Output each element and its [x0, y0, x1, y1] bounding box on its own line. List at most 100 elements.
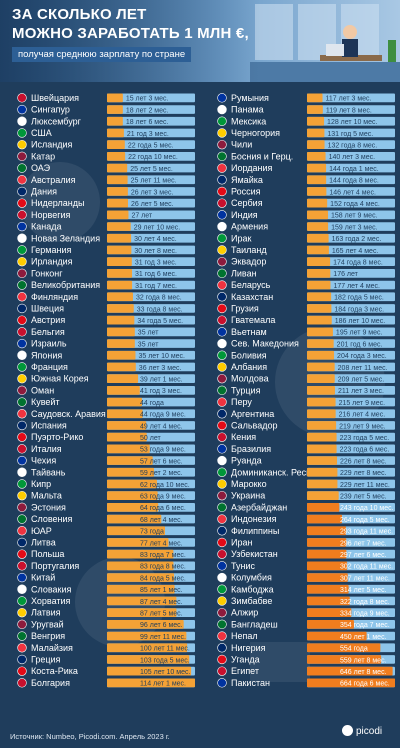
- value-label: 31 год 3 мес.: [135, 259, 177, 266]
- value-label: 26 лет 5 мес.: [131, 201, 174, 208]
- bar-fill: [107, 444, 150, 454]
- flag-icon: [17, 198, 27, 208]
- flag-icon: [217, 479, 227, 489]
- country-label: Армения: [231, 222, 268, 232]
- flag-icon: [217, 490, 227, 501]
- flag-icon: [217, 350, 227, 360]
- value-label: 73 года: [140, 529, 164, 536]
- bar-fill: [107, 128, 124, 138]
- bar-fill: [107, 339, 135, 348]
- value-label: 83 года 7 мес.: [140, 552, 186, 559]
- picodi-logo: picodi: [342, 725, 382, 737]
- bar-fill: [307, 280, 331, 290]
- country-label: Эстония: [31, 502, 66, 512]
- flag-icon: [217, 104, 227, 115]
- flag-icon: [17, 292, 27, 302]
- country-label: Пуэрто-Рико: [31, 432, 83, 442]
- country-label: Узбекистан: [231, 549, 278, 559]
- flag-icon: [17, 607, 27, 618]
- bar-fill: [307, 538, 347, 547]
- country-label: Вьетнам: [231, 327, 267, 337]
- country-label: Камбоджа: [231, 584, 274, 594]
- country-label: Греция: [31, 654, 61, 664]
- country-label: Дания: [31, 186, 57, 196]
- country-label: Филиппины: [231, 526, 279, 536]
- header-overlay: [0, 0, 260, 82]
- bar-track: [307, 198, 395, 208]
- flag-icon: [17, 362, 27, 372]
- bar-fill: [107, 631, 187, 641]
- bar-fill: [307, 163, 327, 173]
- value-label: 25 лет 11 мес.: [131, 178, 177, 185]
- value-label: 35 лет: [138, 330, 159, 337]
- value-label: 215 лет 9 мес.: [339, 400, 386, 407]
- value-label: 44 года 9 мес.: [140, 412, 186, 419]
- value-label: 158 лет 9 мес.: [331, 213, 378, 220]
- value-label: 85 лет 1 мес.: [140, 587, 183, 594]
- flag-icon: [17, 186, 27, 197]
- bar-fill: [307, 198, 328, 208]
- bar-fill: [307, 245, 329, 255]
- value-label: 302 года 11 мес.: [340, 564, 393, 571]
- flag-icon: [17, 221, 27, 232]
- flag-icon: [217, 467, 227, 477]
- flag-icon: [217, 631, 227, 641]
- value-label: 229 лет 11 мес.: [340, 482, 390, 489]
- country-label: Финляндия: [31, 292, 78, 302]
- flag-icon: [17, 268, 27, 279]
- flag-icon: [217, 292, 227, 302]
- value-label: 18 лет 6 мес.: [126, 119, 169, 126]
- bar-fill: [307, 187, 327, 196]
- value-label: 18 лет 2 мес.: [126, 107, 169, 114]
- bar-fill: [307, 503, 340, 512]
- value-label: 211 лет 3 мес.: [338, 388, 384, 395]
- office-illustration: [250, 4, 400, 82]
- value-label: 322 года 8 мес.: [340, 599, 390, 606]
- flag-icon: [17, 596, 27, 606]
- value-label: 22 года 10 мес.: [128, 154, 178, 161]
- bar-fill: [107, 257, 132, 266]
- value-label: 132 года 8 мес.: [328, 142, 378, 149]
- value-label: 29 лет 10 мес.: [134, 224, 181, 231]
- country-label: Мексика: [231, 116, 266, 126]
- bar-chart: Швейцария 15 лет 3 мес. Сингапур 18 лет 2 м…: [17, 93, 395, 688]
- bar-fill: [307, 116, 325, 126]
- country-label: Литва: [31, 537, 56, 547]
- country-label: Эквадор: [231, 257, 266, 267]
- country-label: Индия: [231, 210, 258, 220]
- bar-fill: [307, 175, 327, 185]
- flag-icon: [17, 327, 27, 337]
- flag-icon: [217, 537, 227, 548]
- flag-icon: [217, 514, 227, 524]
- flag-icon: [217, 561, 227, 571]
- value-label: 36 лет 3 мес.: [139, 365, 182, 372]
- flag-icon: [217, 432, 227, 442]
- value-label: 209 лет 5 мес.: [338, 376, 385, 383]
- bar-fill: [107, 233, 132, 243]
- flag-icon: [17, 666, 27, 676]
- flag-icon: [217, 654, 227, 665]
- bar-fill: [107, 280, 133, 290]
- bar-fill: [107, 292, 133, 302]
- country-label: Таиланд: [231, 245, 267, 255]
- bar-track: [307, 152, 395, 161]
- country-label: Норвегия: [31, 210, 71, 220]
- bar-track: [107, 210, 195, 220]
- country-label: Япония: [31, 350, 62, 360]
- flag-icon: [17, 561, 27, 571]
- logo-mark-icon: [342, 725, 353, 736]
- flag-icon: [17, 338, 27, 349]
- value-label: 216 лет 4 мес.: [339, 412, 386, 419]
- flag-icon: [17, 373, 27, 384]
- bar-fill: [107, 327, 135, 337]
- flag-icon: [17, 514, 27, 524]
- country-label: Албания: [231, 362, 267, 372]
- bar-fill: [307, 584, 349, 594]
- country-label: Коста-Рика: [31, 666, 78, 676]
- country-label: Португалия: [31, 561, 79, 571]
- bar-fill: [307, 105, 323, 114]
- bar-fill: [307, 339, 334, 348]
- bar-fill: [307, 514, 343, 524]
- value-label: 31 год 6 мес.: [135, 271, 177, 278]
- value-label: 176 лет: [333, 271, 358, 278]
